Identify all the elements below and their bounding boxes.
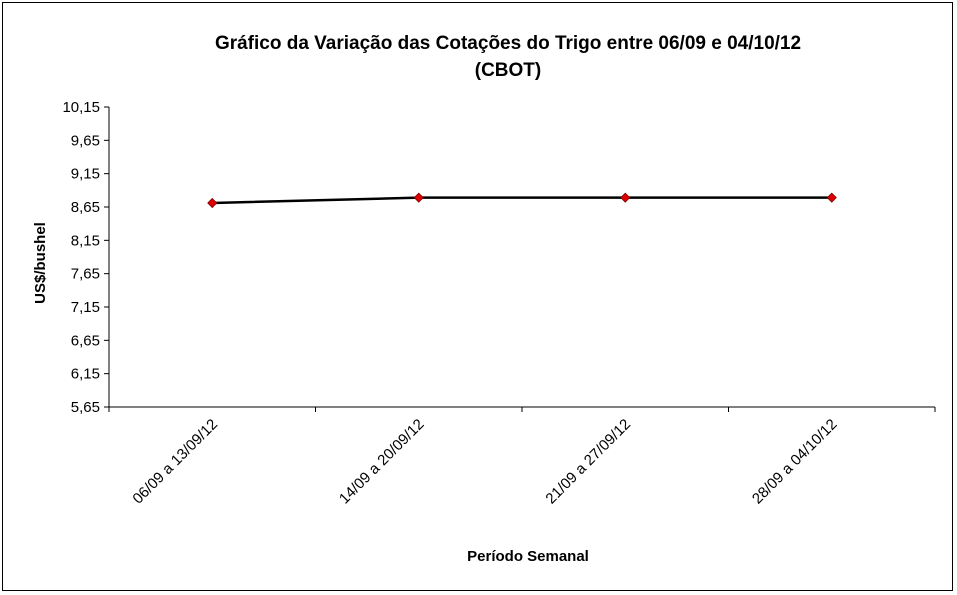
- x-axis-label: Período Semanal: [467, 548, 589, 565]
- chart-title-line-1: Gráfico da Variação das Cotações do Trig…: [215, 33, 801, 54]
- x-tick-label: 06/09 a 13/09/12: [129, 416, 221, 508]
- data-point-marker: [826, 192, 837, 203]
- y-tick-label: 9,15: [71, 166, 100, 183]
- y-tick-label: 6,65: [71, 332, 100, 349]
- y-tick-label: 7,15: [71, 299, 100, 316]
- y-tick-label: 8,65: [71, 199, 100, 216]
- y-tick-label: 8,15: [71, 232, 100, 249]
- data-point-marker: [620, 192, 631, 203]
- series-line: [212, 196, 832, 205]
- data-point-marker: [413, 192, 424, 203]
- x-tick-label: 28/09 a 04/10/12: [749, 416, 841, 508]
- data-point-marker: [207, 197, 218, 209]
- x-tick-label: 21/09 a 27/09/12: [542, 416, 634, 508]
- y-tick-label: 7,65: [71, 266, 100, 283]
- y-tick-label: 5,65: [71, 399, 100, 416]
- y-tick-label: 9,65: [71, 132, 100, 149]
- chart-title-line-2: (CBOT): [475, 60, 541, 81]
- y-tick-label: 10,15: [62, 99, 100, 116]
- y-axis-label: US$/bushel: [32, 222, 49, 304]
- y-tick-label: 6,15: [71, 366, 100, 383]
- x-tick-label: 14/09 a 20/09/12: [336, 416, 428, 508]
